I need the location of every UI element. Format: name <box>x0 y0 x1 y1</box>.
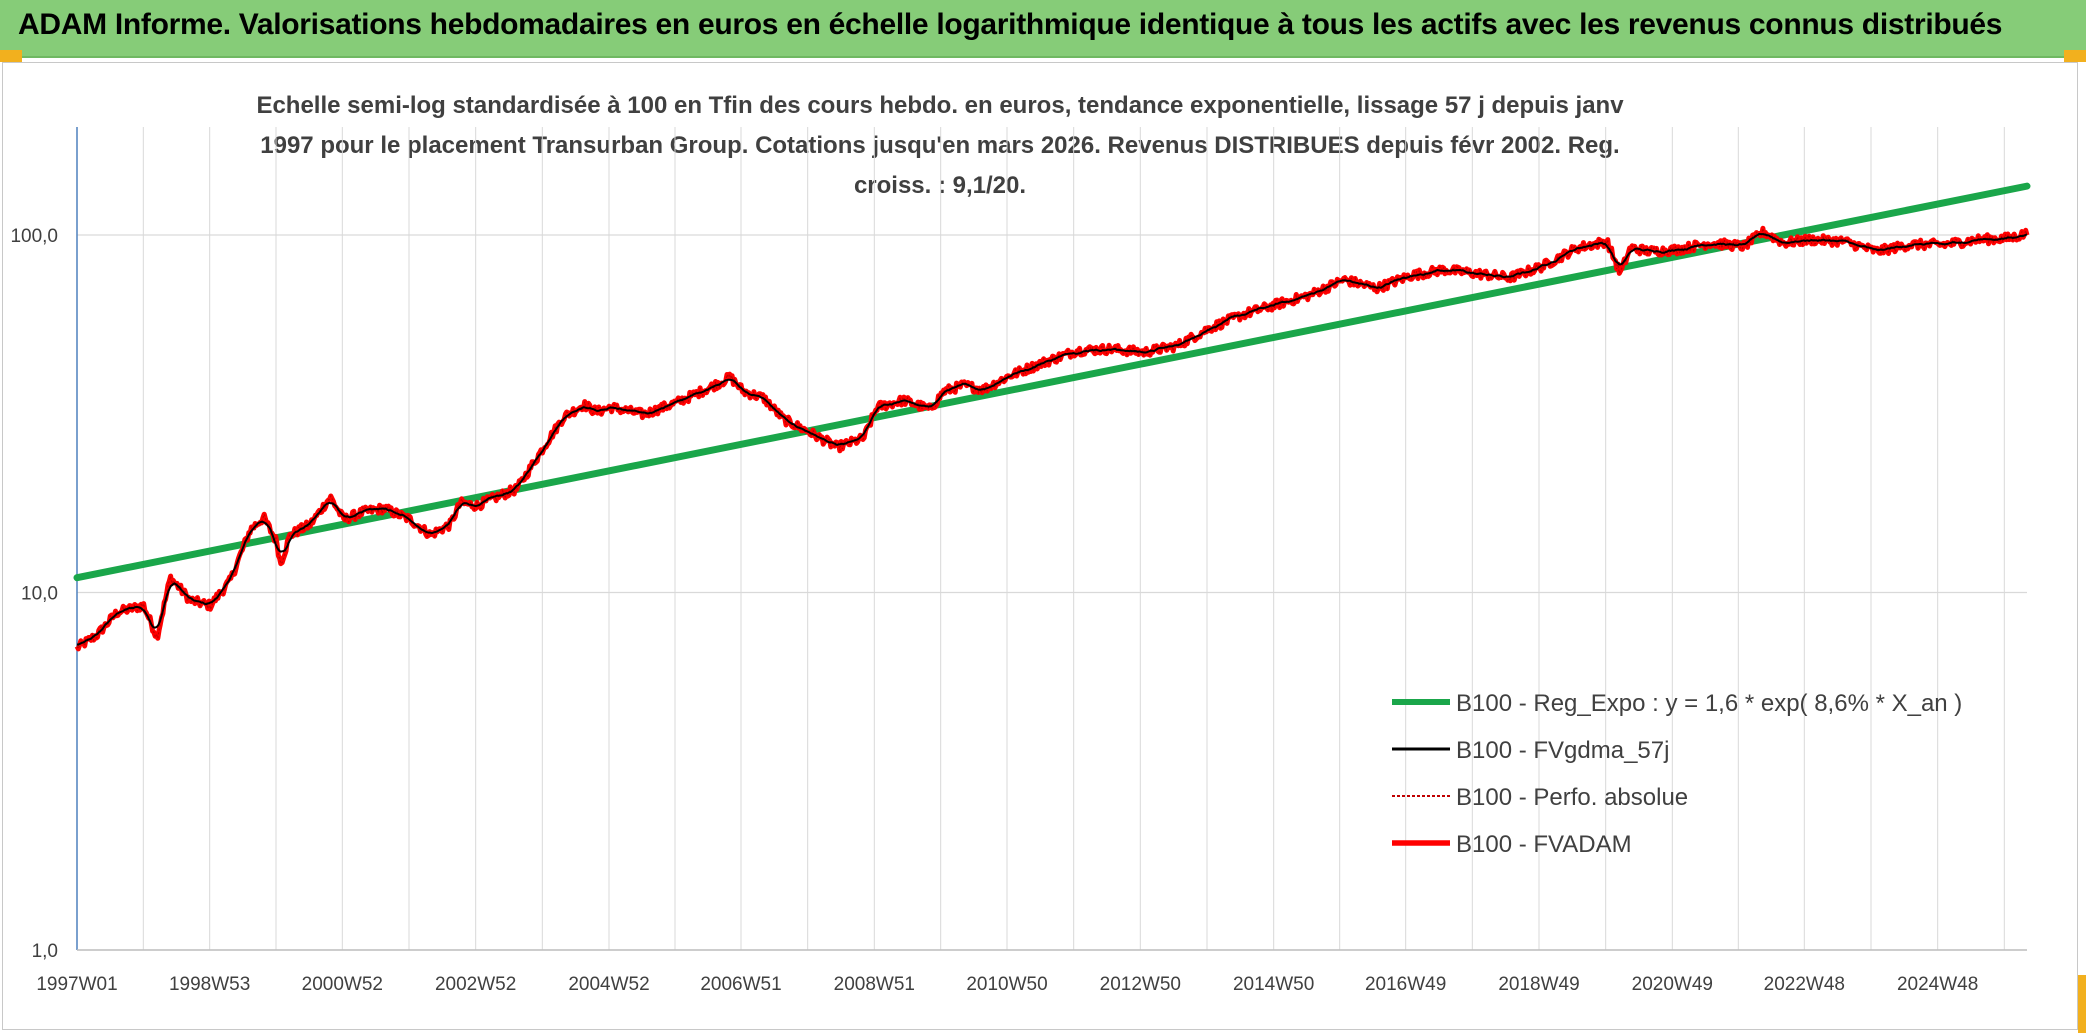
x-tick-label: 1998W53 <box>169 974 250 995</box>
series-perfo-line <box>76 228 2028 651</box>
y-tick-label: 100,0 <box>10 226 58 247</box>
grid-lines <box>76 127 2027 951</box>
y-tick-label: 1,0 <box>32 941 58 962</box>
series-smooth-line <box>76 232 2028 646</box>
x-tick-label: 2020W49 <box>1632 974 1713 995</box>
legend: B100 - Reg_Expo : y = 1,6 * exp( 8,6% * … <box>1392 690 1962 858</box>
chart-frame <box>2 62 2078 1030</box>
x-tick-label: 2006W51 <box>700 974 781 995</box>
x-tick-label: 2018W49 <box>1498 974 1579 995</box>
x-tick-label: 2016W49 <box>1365 974 1446 995</box>
banner-title: ADAM Informe. Valorisations hebdomadaire… <box>18 8 2003 41</box>
x-tick-label: 2010W50 <box>966 974 1047 995</box>
y-tick-label: 10,0 <box>21 584 58 605</box>
x-tick-label: 2008W51 <box>834 974 915 995</box>
axes <box>76 127 2027 951</box>
banner: ADAM Informe. Valorisations hebdomadaire… <box>0 0 2086 58</box>
x-tick-label: 2014W50 <box>1233 974 1314 995</box>
corner-accent-bottom-right <box>2078 975 2086 1033</box>
x-tick-label: 2012W50 <box>1100 974 1181 995</box>
x-tick-label: 2022W48 <box>1764 974 1845 995</box>
legend-label: B100 - FVgdma_57j <box>1456 737 1669 764</box>
x-tick-label: 2024W48 <box>1897 974 1978 995</box>
series-fvadam-line <box>74 225 2030 652</box>
corner-accent-top-left <box>0 50 22 62</box>
legend-label: B100 - Reg_Expo : y = 1,6 * exp( 8,6% * … <box>1456 690 1962 717</box>
x-tick-label: 2004W52 <box>568 974 649 995</box>
legend-label: B100 - FVADAM <box>1456 831 1632 858</box>
x-tick-label: 2002W52 <box>435 974 516 995</box>
corner-accent-top-right <box>2064 50 2086 62</box>
x-tick-label: 2000W52 <box>302 974 383 995</box>
y-axis-labels: 1,0 10,0 100,0 <box>10 226 58 962</box>
legend-label: B100 - Perfo. absolue <box>1456 784 1688 811</box>
x-axis-labels: 1997W01 1998W53 2000W52 2002W52 2004W52 2006W… <box>36 974 1978 995</box>
chart-title: Echelle semi-log standardisée à 100 en T… <box>256 92 1624 199</box>
x-tick-label: 1997W01 <box>36 974 117 995</box>
series-lines <box>73 182 2031 652</box>
